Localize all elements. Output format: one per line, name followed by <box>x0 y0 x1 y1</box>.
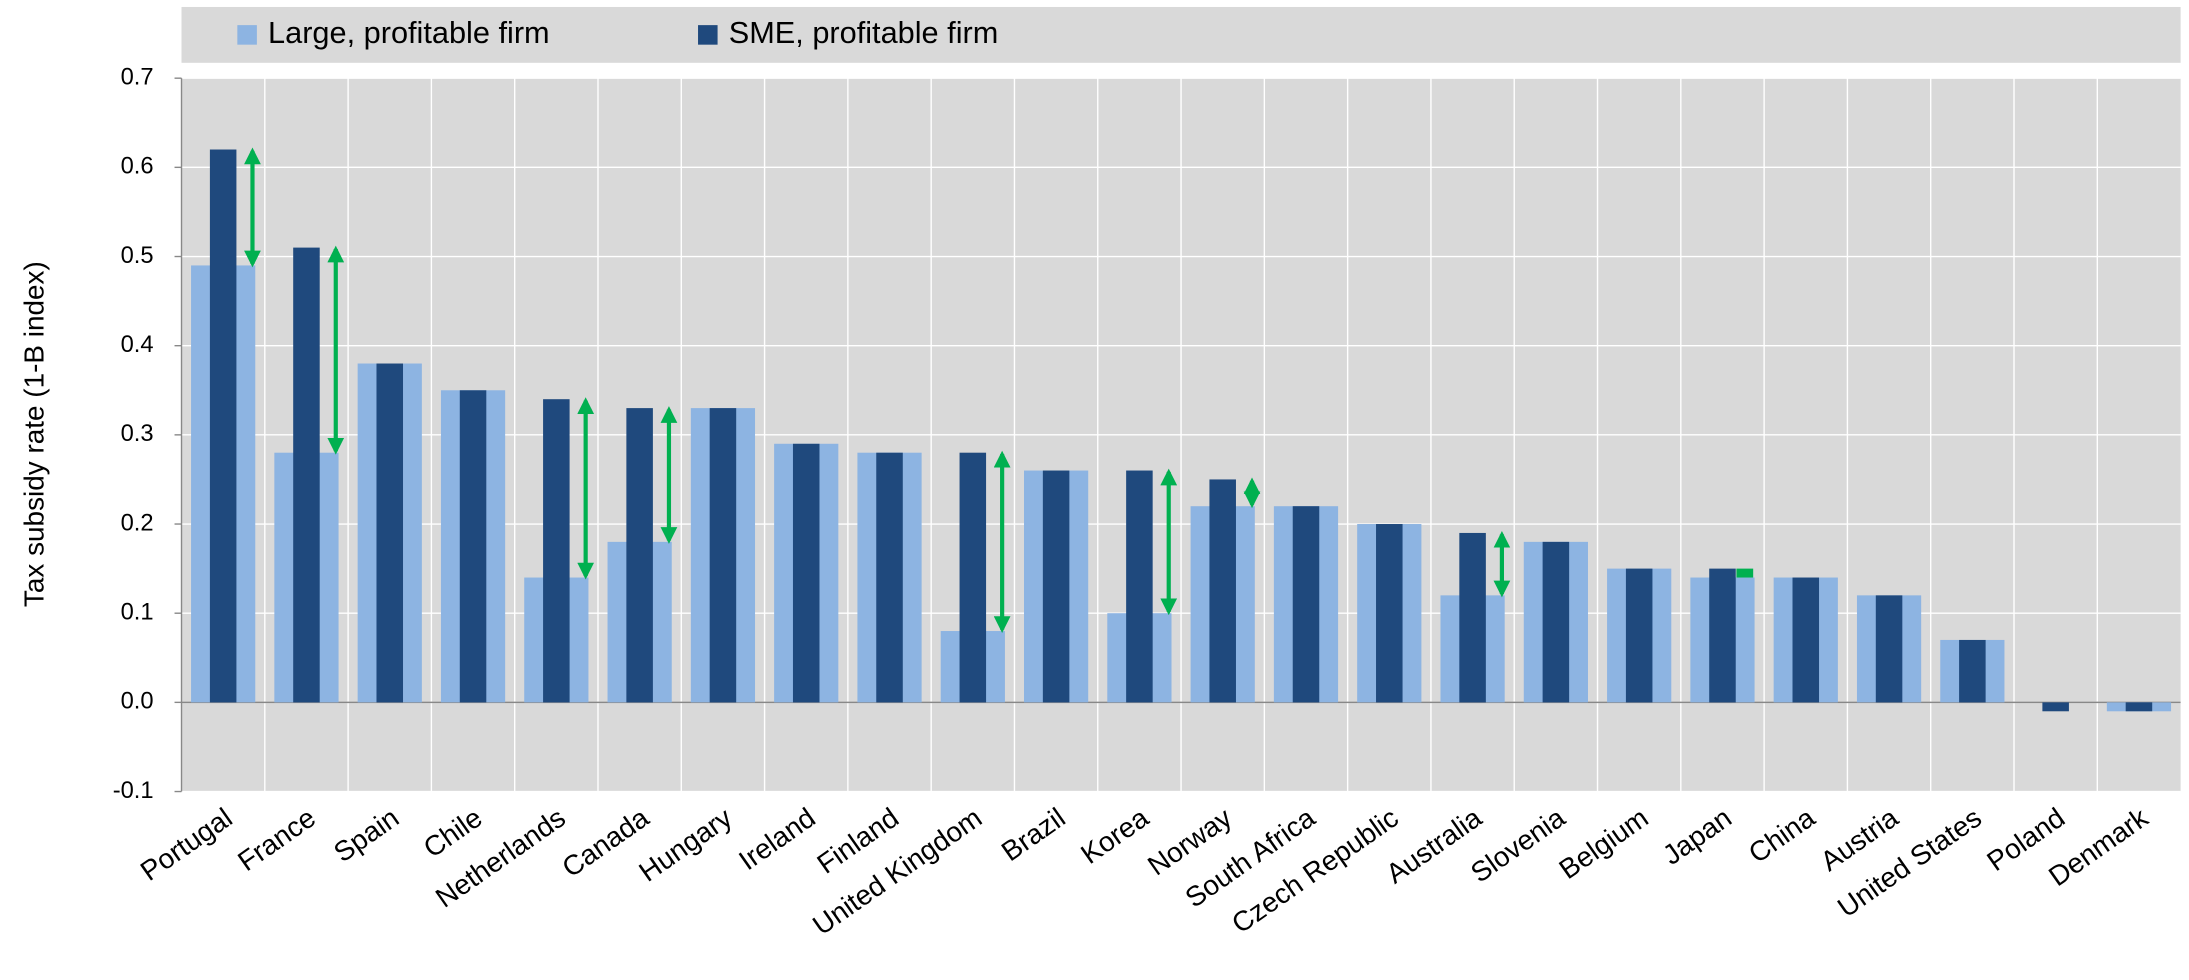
bar <box>1459 532 1486 703</box>
x-tick-label: Australia <box>1380 801 1487 889</box>
x-tick-label: Portugal <box>135 802 238 887</box>
bar <box>1542 541 1570 703</box>
bar <box>626 408 653 703</box>
bar <box>1042 470 1070 703</box>
bar <box>792 443 820 703</box>
y-tick-label: 0.1 <box>121 599 154 625</box>
x-tick-label: France <box>232 802 321 877</box>
x-tick-label: Brazil <box>996 802 1071 867</box>
bar <box>209 149 237 703</box>
y-tick-label: 0.5 <box>121 243 154 269</box>
bar <box>1126 470 1153 703</box>
bar <box>2125 702 2153 712</box>
bar <box>876 452 903 703</box>
x-tick-label: United States <box>1832 802 1987 923</box>
bar <box>709 408 737 703</box>
y-tick-label: 0.4 <box>121 332 154 358</box>
y-tick-label: 0.6 <box>121 154 154 180</box>
bar <box>1792 577 1820 703</box>
x-tick-label: China <box>1743 802 1821 869</box>
bar <box>1875 595 1903 703</box>
x-tick-label: Belgium <box>1553 802 1653 885</box>
legend-label: Large, profitable firm <box>268 15 550 50</box>
gap-mark <box>1736 568 1754 578</box>
x-tick-label: Ireland <box>733 802 821 876</box>
y-tick-label: 0.2 <box>121 510 154 536</box>
bar <box>959 452 987 703</box>
y-axis-label: Tax subsidy rate (1-B index) <box>19 261 50 607</box>
legend-box <box>181 6 2181 63</box>
y-tick-label: -0.1 <box>113 778 154 804</box>
bar <box>543 399 570 703</box>
x-tick-label: Japan <box>1657 802 1737 871</box>
y-tick-label: 0.3 <box>121 421 154 447</box>
x-tick-label: Spain <box>328 802 404 868</box>
bar <box>1376 524 1403 703</box>
bar <box>376 363 404 703</box>
legend-label: SME, profitable firm <box>729 15 999 50</box>
bar <box>1292 506 1320 703</box>
bar <box>1209 479 1236 703</box>
x-tick-label: Slovenia <box>1465 801 1571 888</box>
bar <box>1709 568 1736 703</box>
bar <box>1625 568 1653 703</box>
bar <box>459 390 487 703</box>
x-tick-label: Korea <box>1075 801 1154 869</box>
legend-swatch <box>698 25 718 45</box>
x-tick-label: Hungary <box>633 802 737 888</box>
y-tick-label: 0.7 <box>121 64 154 90</box>
legend-swatch <box>237 25 257 45</box>
y-tick-label: 0.0 <box>121 689 154 715</box>
bar <box>1959 639 1986 703</box>
bar <box>293 247 320 703</box>
bar <box>2042 702 2069 712</box>
